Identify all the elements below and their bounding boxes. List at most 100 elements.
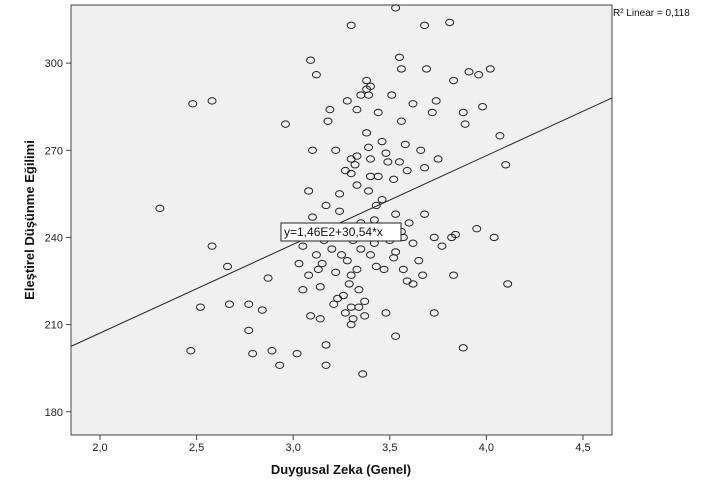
x-tick-label: 3,5 bbox=[382, 442, 397, 454]
data-point bbox=[389, 175, 399, 184]
axis-ticks: 2,0 2,5 3,0 3,5 4,0 4,5 180 210 240 270 300 bbox=[45, 58, 591, 454]
data-point bbox=[342, 97, 352, 105]
data-point bbox=[365, 155, 375, 163]
data-point bbox=[346, 169, 356, 178]
data-point bbox=[396, 117, 406, 125]
data-point bbox=[371, 201, 381, 210]
data-point bbox=[408, 280, 418, 288]
y-tick-label: 300 bbox=[45, 58, 63, 70]
data-point bbox=[311, 251, 321, 259]
data-point bbox=[364, 143, 374, 152]
equation-label: y=1,46E2+30,54*x bbox=[284, 225, 383, 239]
data-point bbox=[244, 300, 254, 308]
data-point bbox=[350, 161, 360, 169]
data-point bbox=[331, 146, 341, 154]
data-point bbox=[501, 161, 511, 169]
x-tick-label: 4,0 bbox=[479, 442, 494, 454]
data-point bbox=[306, 312, 316, 320]
data-point bbox=[447, 233, 457, 242]
data-point bbox=[248, 349, 258, 358]
data-point bbox=[321, 341, 331, 349]
data-point bbox=[420, 210, 430, 218]
data-point bbox=[195, 303, 205, 311]
data-point bbox=[377, 137, 387, 146]
x-tick-label: 2,5 bbox=[189, 442, 204, 454]
data-point bbox=[337, 251, 346, 259]
data-point bbox=[280, 120, 290, 128]
data-point bbox=[464, 68, 474, 76]
data-point bbox=[408, 239, 418, 247]
data-point bbox=[362, 76, 372, 85]
data-point bbox=[155, 204, 165, 213]
data-point bbox=[321, 201, 331, 210]
data-point bbox=[346, 155, 356, 163]
data-point bbox=[402, 166, 412, 175]
fit-line bbox=[70, 97, 613, 347]
data-point bbox=[333, 294, 343, 303]
data-point bbox=[308, 146, 318, 154]
data-point bbox=[263, 274, 273, 282]
data-point bbox=[437, 242, 447, 250]
r2-label: R² Linear = 0,118 bbox=[613, 8, 690, 19]
data-point bbox=[391, 332, 401, 340]
data-point bbox=[400, 140, 410, 149]
data-point bbox=[298, 286, 308, 294]
data-point bbox=[391, 210, 401, 218]
data-point bbox=[348, 315, 358, 323]
data-point bbox=[360, 312, 370, 320]
data-point bbox=[460, 120, 470, 128]
data-point bbox=[414, 256, 424, 265]
data-point bbox=[244, 326, 254, 335]
data-point bbox=[394, 53, 404, 61]
data-point bbox=[317, 259, 327, 268]
data-point bbox=[381, 149, 391, 157]
data-point bbox=[207, 242, 217, 250]
data-point bbox=[340, 309, 350, 317]
data-point bbox=[458, 344, 468, 352]
data-point bbox=[398, 265, 408, 274]
data-point bbox=[449, 271, 459, 279]
data-point bbox=[354, 303, 364, 311]
data-point bbox=[371, 262, 381, 271]
data-point bbox=[275, 361, 285, 369]
data-point bbox=[342, 256, 352, 265]
data-point bbox=[325, 105, 335, 114]
data-point bbox=[188, 100, 198, 108]
data-point bbox=[313, 265, 323, 274]
data-point bbox=[383, 158, 393, 166]
data-point bbox=[346, 271, 356, 279]
x-tick-label: 2,0 bbox=[92, 442, 107, 454]
data-point bbox=[335, 207, 345, 215]
data-point bbox=[356, 245, 366, 253]
data-point bbox=[207, 97, 217, 105]
y-tick-label: 270 bbox=[45, 145, 63, 157]
data-point bbox=[472, 225, 482, 233]
data-point bbox=[420, 164, 430, 172]
data-point bbox=[391, 4, 401, 12]
y-tick-label: 240 bbox=[45, 232, 63, 244]
data-point bbox=[323, 117, 333, 125]
data-point bbox=[420, 21, 430, 30]
data-point bbox=[356, 91, 366, 99]
data-point bbox=[449, 76, 459, 85]
data-point bbox=[362, 129, 372, 137]
data-point bbox=[346, 21, 356, 30]
data-point bbox=[315, 315, 325, 323]
data-point bbox=[364, 187, 374, 195]
data-point bbox=[503, 280, 513, 288]
data-point bbox=[315, 283, 325, 291]
data-point bbox=[387, 91, 397, 99]
data-point bbox=[495, 132, 505, 140]
data-point bbox=[304, 187, 314, 195]
data-point bbox=[422, 65, 432, 73]
data-point bbox=[308, 213, 318, 221]
data-point bbox=[365, 251, 375, 259]
data-point bbox=[344, 280, 354, 288]
data-point bbox=[360, 297, 370, 306]
data-point bbox=[304, 271, 314, 279]
y-tick-label: 210 bbox=[45, 320, 63, 332]
data-point bbox=[474, 71, 484, 79]
data-point bbox=[445, 18, 455, 27]
